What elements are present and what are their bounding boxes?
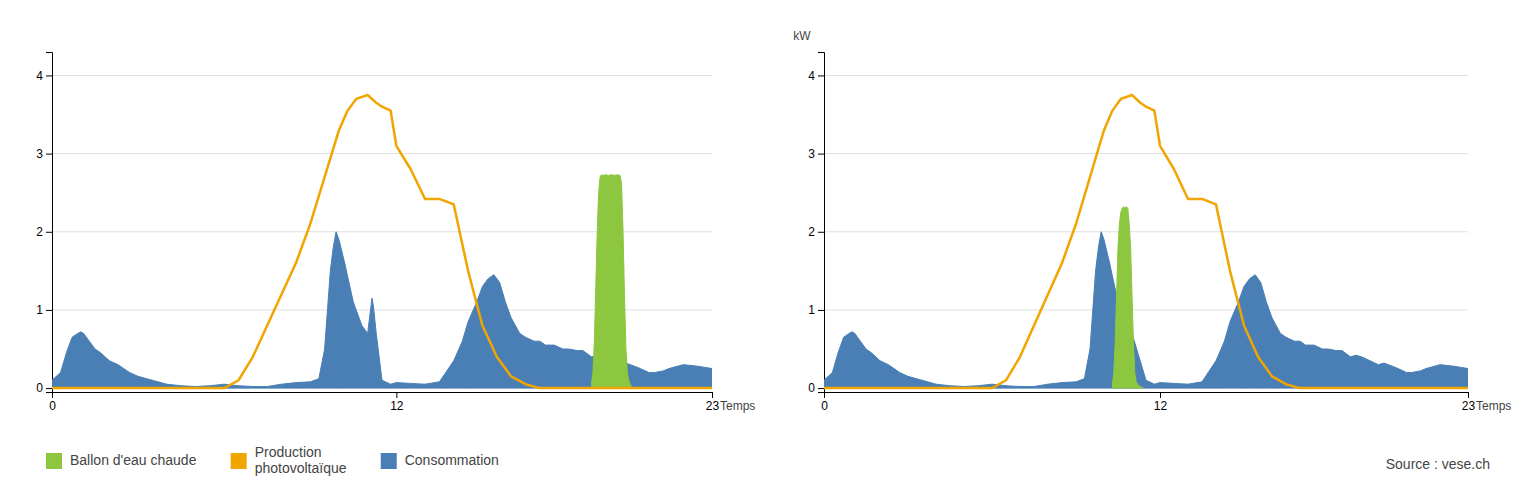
grid-line xyxy=(52,75,712,76)
grid-line xyxy=(824,75,1468,76)
area xyxy=(591,175,631,388)
y-tick-label: 3 xyxy=(808,147,815,161)
x-tick: 23 xyxy=(1462,392,1476,413)
marks xyxy=(824,95,1468,388)
line xyxy=(824,95,1468,388)
y-tick-mark xyxy=(818,154,824,155)
y-tick: 4 xyxy=(36,69,52,83)
y-tick: 0 xyxy=(36,381,52,395)
legend-label: Ballon d'eau chaude xyxy=(70,452,197,468)
y-tick-mark xyxy=(818,75,824,76)
y-tick: 1 xyxy=(36,303,52,317)
legend-item: Ballon d'eau chaude xyxy=(46,452,197,469)
legend: Ballon d'eau chaude Productionphotovoltaï… xyxy=(46,444,499,476)
y-tick-label: 0 xyxy=(808,381,815,395)
legend-swatch xyxy=(231,453,247,469)
y-tick-mark xyxy=(818,232,824,233)
y-tick-mark xyxy=(818,388,824,389)
x-tick-mark xyxy=(824,392,825,398)
y-tick: 3 xyxy=(36,147,52,161)
marks xyxy=(52,95,712,388)
x-tick-label: 0 xyxy=(49,399,56,413)
legend-swatch xyxy=(46,453,62,469)
x-tick-mark xyxy=(1160,392,1161,398)
y-tick: 1 xyxy=(808,303,824,317)
y-tick-label: 0 xyxy=(36,381,43,395)
x-tick-mark xyxy=(52,392,53,398)
y-tick-label: 4 xyxy=(36,69,43,83)
y-tick-label: 2 xyxy=(808,225,815,239)
y-tick-label: 1 xyxy=(808,303,815,317)
y-tick-label: 4 xyxy=(808,69,815,83)
line xyxy=(52,95,712,388)
grid-line xyxy=(824,309,1468,310)
panel: 0123401223TempskW xyxy=(793,29,1511,413)
legend-item: Productionphotovoltaïque xyxy=(231,444,347,476)
source-note: Source : vese.ch xyxy=(1386,456,1490,472)
y-tick-mark xyxy=(46,310,52,311)
y-axis-line xyxy=(46,53,53,393)
legend-label-line: Consommation xyxy=(405,452,499,468)
x-axis-line xyxy=(53,393,713,399)
x-axis: 0 12 23 xyxy=(821,392,1475,413)
x-tick-label: 12 xyxy=(390,399,404,413)
x-tick-label: 12 xyxy=(1154,399,1168,413)
legend-label-line: Production xyxy=(255,444,322,460)
grid xyxy=(52,75,712,388)
area xyxy=(1112,207,1143,388)
y-tick-mark xyxy=(818,310,824,311)
x-tick-mark xyxy=(712,392,713,398)
x-tick-label: 23 xyxy=(706,399,720,413)
chart-canvas: 0123401223TempsBallon d'eau chaudeProduc… xyxy=(0,0,1536,503)
legend-label: Consommation xyxy=(405,452,499,468)
legend-label: Productionphotovoltaïque xyxy=(255,444,347,476)
x-tick: 0 xyxy=(821,392,828,413)
legend-label-line: Ballon d'eau chaude xyxy=(70,452,197,468)
y-tick: 2 xyxy=(36,225,52,239)
x-tick: 12 xyxy=(390,392,404,413)
y-tick-label: 1 xyxy=(36,303,43,317)
y-tick-mark xyxy=(46,388,52,389)
y-tick-mark xyxy=(46,232,52,233)
x-axis-title: Temps xyxy=(720,399,755,413)
y-tick-mark xyxy=(46,154,52,155)
x-tick-label: 0 xyxy=(821,399,828,413)
y-axis-title: kW xyxy=(793,29,811,43)
y-axis-line xyxy=(818,53,825,393)
y-axis: 0 1 2 3 4 xyxy=(36,53,52,396)
legend-swatch xyxy=(381,453,397,469)
x-axis-line xyxy=(825,393,1469,399)
y-tick: 2 xyxy=(808,225,824,239)
y-tick: 0 xyxy=(808,381,824,395)
y-axis: 0 1 2 3 4 xyxy=(808,53,824,396)
legend-label-line: photovoltaïque xyxy=(255,460,347,476)
x-axis: 0 12 23 xyxy=(49,392,719,413)
grid-line xyxy=(52,153,712,154)
x-tick-mark xyxy=(396,392,397,398)
grid-line xyxy=(824,231,1468,232)
grid xyxy=(824,75,1468,388)
y-tick-label: 3 xyxy=(36,147,43,161)
x-tick-mark xyxy=(1468,392,1469,398)
x-tick-label: 23 xyxy=(1462,399,1476,413)
x-tick: 0 xyxy=(49,392,56,413)
x-tick: 23 xyxy=(706,392,720,413)
y-tick-label: 2 xyxy=(36,225,43,239)
x-tick: 12 xyxy=(1154,392,1168,413)
area xyxy=(824,232,1468,388)
grid-line xyxy=(824,153,1468,154)
y-tick: 4 xyxy=(808,69,824,83)
panel: 0123401223Temps xyxy=(36,53,755,414)
legend-item: Consommation xyxy=(381,452,499,469)
y-tick-mark xyxy=(46,75,52,76)
x-axis-title: Temps xyxy=(1476,399,1511,413)
y-tick: 3 xyxy=(808,147,824,161)
